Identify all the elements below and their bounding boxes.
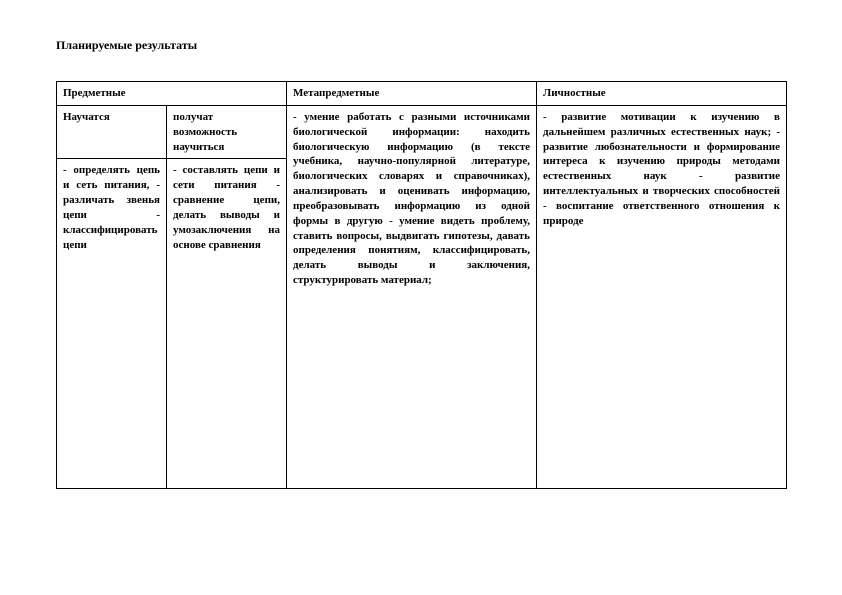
table-header-row: Предметные Метапредметные Личностные: [57, 82, 787, 106]
cell-metapredmetnye: - умение работать с разными источниками …: [287, 105, 537, 489]
cell-nauchatsya: - определять цепь и сеть питания, - разл…: [57, 159, 167, 489]
cell-poluchat: - составлять цепи и сети питания - сравн…: [167, 159, 287, 489]
cell-lichnostnye: - развитие мотивации к изучению в дальне…: [537, 105, 787, 489]
results-table: Предметные Метапредметные Личностные Нау…: [56, 81, 787, 489]
header-lichnostnye: Личностные: [537, 82, 787, 106]
subheader-poluchat: получат возможность научиться: [167, 105, 287, 159]
subheader-nauchatsya: Научатся: [57, 105, 167, 159]
table-subheader-row: Научатся получат возможность научиться -…: [57, 105, 787, 159]
header-metapredmetnye: Метапредметные: [287, 82, 537, 106]
page-title: Планируемые результаты: [56, 38, 786, 53]
header-predmetnye: Предметные: [57, 82, 287, 106]
